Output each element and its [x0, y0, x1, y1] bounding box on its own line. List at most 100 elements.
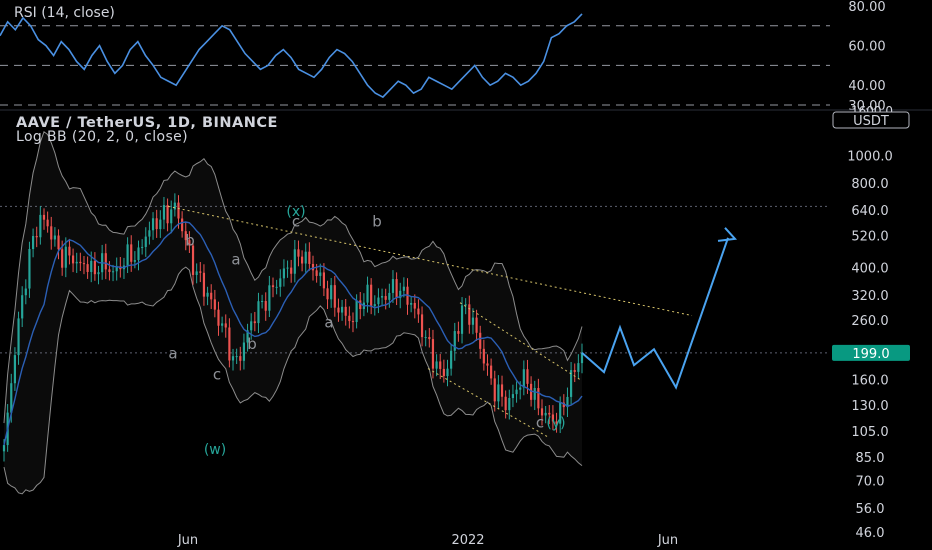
candle-body: [570, 370, 573, 397]
candle-body: [173, 202, 176, 210]
candle-body: [464, 304, 467, 306]
currency-button-label: USDT: [853, 114, 889, 129]
candle-body: [68, 246, 71, 256]
candle-body: [53, 235, 56, 240]
candle-body: [508, 398, 511, 411]
candle-body: [181, 218, 184, 232]
candle-body: [253, 321, 256, 324]
candle-body: [268, 285, 271, 311]
candle-body: [511, 394, 515, 399]
candle-body: [410, 302, 413, 305]
candle-body: [206, 292, 209, 297]
candle-body: [446, 368, 449, 377]
candle-body: [250, 321, 253, 331]
candle-body: [213, 299, 216, 310]
rsi-panel: [0, 13, 830, 106]
candle-body: [21, 295, 24, 319]
wave-label-sub: c: [536, 414, 544, 432]
channel-line-upper-resistance: [167, 205, 693, 317]
candle-body: [431, 339, 435, 369]
candle-body: [355, 300, 358, 323]
candle-body: [28, 249, 31, 289]
rsi-line: [0, 13, 583, 99]
candle-body: [46, 219, 49, 227]
candle-body: [221, 323, 224, 326]
candle-body: [548, 412, 551, 415]
candle-body: [13, 355, 16, 384]
wave-label-degree: (y): [546, 416, 565, 432]
candle-body: [199, 271, 202, 273]
currency-button[interactable]: USDT: [832, 111, 910, 129]
candle-body: [35, 236, 38, 238]
candle-body: [162, 205, 166, 220]
candle-body: [337, 307, 340, 313]
candle-body: [304, 251, 307, 264]
lower-band: [3, 266, 583, 495]
candle-body: [450, 350, 453, 369]
bollinger-bands: [3, 130, 583, 495]
candle-body: [264, 301, 267, 311]
candle-body: [290, 267, 293, 274]
candle-body: [166, 205, 169, 224]
candle-body: [493, 378, 496, 402]
candle-body: [442, 368, 445, 377]
price-tick-label: 260.0: [851, 314, 888, 329]
candle-body: [24, 288, 27, 296]
candle-body: [275, 286, 278, 288]
candle-body: [366, 284, 369, 303]
price-tick-label: 520.0: [851, 229, 888, 244]
candle-body: [486, 363, 489, 366]
candle-body: [340, 306, 344, 313]
candle-body: [151, 218, 155, 231]
candle-body: [370, 284, 373, 307]
candle-body: [490, 365, 493, 379]
candle-body: [57, 235, 60, 250]
candle-body: [388, 292, 391, 300]
price-tick-label: 640.0: [851, 204, 888, 219]
candle-body: [551, 414, 555, 422]
candle-body: [82, 263, 86, 265]
time-tick-label: 2022: [451, 533, 484, 548]
channel-line-down-channel-lower: [427, 368, 549, 438]
candle-body: [555, 421, 558, 424]
rsi-tick-label: 60.00: [848, 40, 885, 55]
candle-body: [97, 272, 100, 275]
candle-body: [137, 247, 140, 261]
candle-body: [384, 296, 387, 300]
candle-body: [130, 244, 133, 262]
candle-body: [471, 317, 475, 325]
candle-body: [308, 251, 311, 264]
wave-label-sub: a: [324, 313, 333, 331]
candle-body: [217, 309, 220, 326]
candle-body: [31, 236, 35, 250]
wave-label-sub: b: [247, 335, 257, 353]
candle-body: [64, 246, 67, 268]
candle-body: [239, 356, 242, 361]
candle-body: [271, 285, 275, 288]
rsi-title: RSI (14, close): [14, 5, 115, 21]
candle-body: [460, 305, 464, 334]
time-tick-label: Jun: [177, 533, 198, 548]
candle-body: [537, 388, 540, 409]
price-tick-label: 105.0: [851, 425, 888, 440]
candle-body: [282, 268, 286, 279]
candle-body: [457, 331, 460, 334]
wave-label-sub: c: [292, 212, 300, 230]
candle-body: [348, 315, 351, 322]
candle-body: [104, 253, 107, 270]
basis-line: [3, 221, 583, 446]
candle-body: [279, 278, 282, 287]
candle-body: [333, 285, 336, 308]
candle-body: [562, 402, 565, 408]
candle-body: [573, 370, 576, 372]
candle-body: [90, 260, 93, 272]
symbol-title: AAVE / TetherUS, 1D, BINANCE: [16, 115, 278, 131]
candle-body: [188, 240, 191, 246]
price-tick-label: 320.0: [851, 289, 888, 304]
wave-labels: (w) (x) (y) a b c a b c a b c: [168, 204, 565, 458]
candle-body: [326, 288, 329, 300]
time-axis: Jun 2022 Jun: [177, 533, 678, 548]
bollinger-basis: [3, 221, 583, 446]
price-tick-label: 400.0: [851, 262, 888, 277]
candle-body: [453, 331, 456, 351]
